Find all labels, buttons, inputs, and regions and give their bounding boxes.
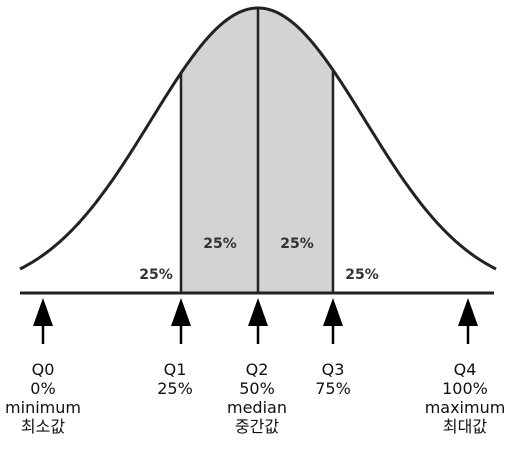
region-percent-label-q1-q2: 25% (203, 236, 237, 252)
q2-term: median (227, 398, 287, 417)
q1-name: Q1 (163, 360, 187, 379)
q0-term: minimum (5, 398, 81, 417)
q4-percent: 100% (442, 379, 488, 398)
q4-name: Q4 (453, 360, 477, 379)
q3-name: Q3 (321, 360, 345, 379)
q4-label-block: Q4 100% maximum 최대값 (405, 360, 517, 436)
arrow-q0 (33, 298, 53, 344)
arrow-q1 (171, 298, 191, 344)
region-percent-label-q0-q1: 25% (139, 267, 173, 283)
quartile-arrows (33, 298, 478, 344)
arrow-q2 (248, 298, 268, 344)
q4-term: maximum (424, 398, 506, 417)
q0-percent: 0% (30, 379, 56, 398)
q0-name: Q0 (31, 360, 55, 379)
q4-korean: 최대값 (442, 417, 488, 436)
q2-korean: 중간값 (234, 417, 280, 436)
q0-label-block: Q0 0% minimum 최소값 (0, 360, 103, 436)
region-percent-label-q3-q4: 25% (345, 267, 379, 283)
q1-percent: 25% (157, 379, 193, 398)
q1-label-block: Q1 25% (115, 360, 235, 398)
q2-name: Q2 (245, 360, 269, 379)
q3-label-block: Q3 75% (273, 360, 393, 398)
q2-label-block: Q2 50% median 중간값 (197, 360, 317, 436)
q3-percent: 75% (315, 379, 351, 398)
arrow-q3 (323, 298, 343, 344)
region-percent-label-q2-q3: 25% (280, 236, 314, 252)
q2-percent: 50% (239, 379, 275, 398)
arrow-q4 (458, 298, 478, 344)
q0-korean: 최소값 (20, 417, 66, 436)
